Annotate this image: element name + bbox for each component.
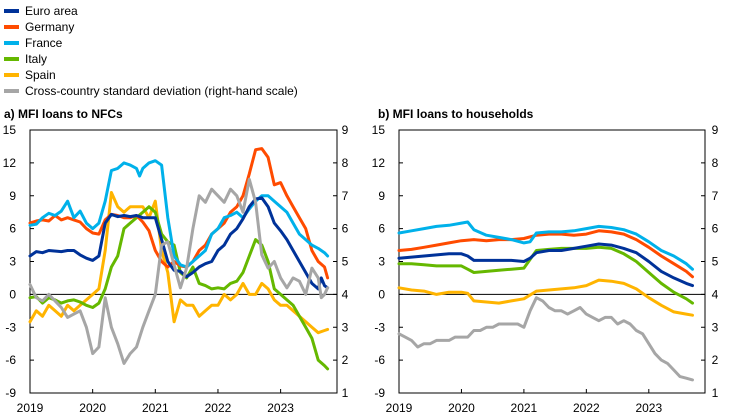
panel-b-series-france — [397, 220, 694, 271]
legend-swatch-std-dev — [4, 89, 19, 93]
panel-b-y2-tick-label: 3 — [712, 320, 719, 334]
panel-a-y2-tick-label: 5 — [342, 255, 349, 269]
panel-b-y-tick-label: 3 — [378, 255, 385, 269]
panel-b-series-spain — [397, 278, 694, 317]
panel-b-y-tick-label: -3 — [374, 320, 385, 334]
legend-swatch-france — [4, 41, 19, 45]
legend-swatch-germany — [4, 25, 19, 29]
panel-b-x-tick-label: 2020 — [448, 401, 475, 415]
panel-b-y-tick-label: 9 — [378, 189, 385, 203]
panel-a-x-tick-label: 2020 — [79, 401, 106, 415]
panel-b-x-tick-label: 2023 — [635, 401, 662, 415]
panel-a-y-tick-label: -6 — [5, 353, 16, 367]
panel-a-y-tick-label: 12 — [3, 156, 17, 170]
panel-a-series-germany — [28, 147, 330, 280]
legend-item-spain: Spain — [4, 67, 298, 83]
panel-a-y2-tick-label: 7 — [342, 189, 349, 203]
panel-a-y2-tick-label: 2 — [342, 353, 349, 367]
panel-b-y2-tick-label: 5 — [712, 255, 719, 269]
panel-b-y-tick-label: -9 — [374, 386, 385, 400]
panel-b-title: b) MFI loans to households — [378, 107, 534, 121]
legend-label-std-dev: Cross-country standard deviation (right-… — [25, 84, 298, 98]
panel-b-y-tick-label: 0 — [378, 287, 385, 301]
panel-b-x-tick-label: 2021 — [511, 401, 538, 415]
panel-a-y-tick-label: 15 — [3, 123, 17, 137]
panel-a-y-tick-label: 3 — [9, 255, 16, 269]
panel-a-series-france — [28, 159, 330, 269]
panel-b-x-tick-label: 2022 — [573, 401, 600, 415]
chart-legend: Euro area Germany France Italy Spain Cro… — [4, 3, 298, 99]
panel-a-x-tick-label: 2022 — [205, 401, 232, 415]
panel-a-frame — [29, 129, 338, 394]
panel-a-y-tick-label: -9 — [5, 386, 16, 400]
panel-a-series-cross-country-standard-deviation-right-hand-scale — [28, 177, 330, 365]
panel-a-y-tick-label: 6 — [9, 222, 16, 236]
panel-b-y-tick-label: 15 — [372, 123, 386, 137]
panel-a-y-tick-label: 0 — [9, 287, 16, 301]
panel-a-y-tick-label: 9 — [9, 189, 16, 203]
legend-label-italy: Italy — [25, 52, 48, 66]
panel-b-y-tick-label: -6 — [374, 353, 385, 367]
panel-b-y2-tick-label: 1 — [712, 386, 719, 400]
panel-b-y2-tick-label: 6 — [712, 222, 719, 236]
panel-b-y2-tick-label: 2 — [712, 353, 719, 367]
panel-b-y2-tick-label: 4 — [712, 287, 719, 301]
panel-b-series-italy — [397, 245, 694, 305]
panel-a-y2-tick-label: 1 — [342, 386, 349, 400]
legend-swatch-spain — [4, 73, 19, 77]
panel-a-y2-tick-label: 3 — [342, 320, 349, 334]
legend-label-germany: Germany — [25, 20, 75, 34]
panel-a-y2-tick-label: 6 — [342, 222, 349, 236]
panel-a-x-tick-label: 2021 — [142, 401, 169, 415]
panel-b-y-tick-label: 12 — [372, 156, 386, 170]
panel-a-series-spain — [28, 191, 330, 335]
panel-b-y-tick-label: 6 — [378, 222, 385, 236]
panel-b-y2-tick-label: 7 — [712, 189, 719, 203]
legend-item-italy: Italy — [4, 51, 298, 67]
panel-b-frame — [398, 129, 706, 394]
panel-b-x-tick-label: 2019 — [386, 401, 413, 415]
panel-b-series-euro-area — [397, 242, 694, 288]
panel-b-y2-tick-label: 8 — [712, 156, 719, 170]
panel-a-y2-tick-label: 4 — [342, 287, 349, 301]
panel-a-x-tick-label: 2023 — [267, 401, 294, 415]
legend-item-euro-area: Euro area — [4, 3, 298, 19]
panel-b-series-cross-country-standard-deviation-right-hand-scale — [397, 296, 694, 382]
legend-label-euro-area: Euro area — [25, 4, 78, 18]
legend-item-germany: Germany — [4, 19, 298, 35]
legend-item-std-dev: Cross-country standard deviation (right-… — [4, 83, 298, 99]
legend-label-spain: Spain — [25, 68, 56, 82]
panel-b-series-germany — [397, 229, 694, 279]
legend-swatch-italy — [4, 57, 19, 61]
panel-a-x-tick-label: 2019 — [17, 401, 44, 415]
panel-a-series-euro-area — [28, 196, 330, 291]
legend-label-france: France — [25, 36, 63, 50]
panel-a-y2-tick-label: 8 — [342, 156, 349, 170]
legend-swatch-euro-area — [4, 9, 19, 13]
panel-a-series-italy — [28, 205, 330, 371]
panel-b-y2-tick-label: 9 — [712, 123, 719, 137]
panel-a-title: a) MFI loans to NFCs — [4, 107, 123, 121]
legend-item-france: France — [4, 35, 298, 51]
panel-a-y-tick-label: -3 — [5, 320, 16, 334]
panel-a-y2-tick-label: 9 — [342, 123, 349, 137]
